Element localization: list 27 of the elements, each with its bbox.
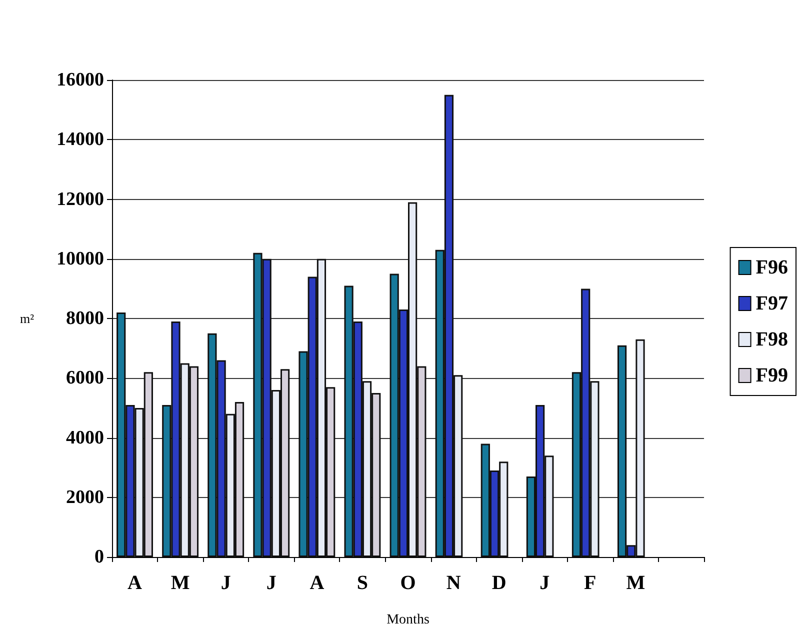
- y-tick-label: 2000: [66, 486, 104, 508]
- y-tick-label: 10000: [56, 248, 104, 270]
- x-tick-label: D: [492, 572, 506, 594]
- y-tick-label: 14000: [56, 129, 104, 150]
- x-tick-label: M: [626, 572, 646, 594]
- legend-label: F96: [756, 256, 788, 278]
- x-tick-label: F: [584, 572, 596, 594]
- x-tick-label: A: [128, 572, 143, 594]
- x-tick-label: J: [266, 572, 276, 594]
- y-tick-label: 16000: [56, 70, 104, 90]
- legend-label: F98: [756, 328, 788, 350]
- y-axis-title: m²: [20, 311, 34, 326]
- x-tick-label: S: [356, 572, 368, 594]
- y-tick-label: 0: [94, 546, 104, 568]
- x-axis-title: Months: [386, 612, 430, 628]
- y-tick-label: 6000: [66, 368, 104, 389]
- x-tick-label: A: [310, 572, 325, 594]
- y-tick-label: 4000: [66, 427, 104, 448]
- x-tick-label: N: [446, 572, 462, 594]
- x-tick-label: J: [220, 572, 231, 594]
- x-tick-label: O: [400, 572, 416, 594]
- x-tick-label: J: [540, 572, 550, 594]
- x-tick-label: M: [170, 572, 190, 594]
- legend-label: F99: [756, 364, 788, 386]
- y-tick-label: 12000: [56, 188, 104, 210]
- legend-label: F97: [756, 292, 788, 314]
- y-tick-label: 8000: [66, 308, 104, 329]
